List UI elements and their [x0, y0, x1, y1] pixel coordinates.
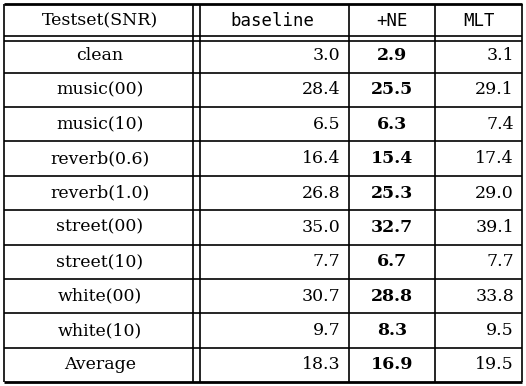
Text: 15.4: 15.4	[371, 150, 413, 167]
Text: 19.5: 19.5	[476, 356, 514, 373]
Text: 9.5: 9.5	[486, 322, 514, 339]
Text: 7.7: 7.7	[486, 253, 514, 270]
Text: 7.7: 7.7	[313, 253, 341, 270]
Text: 16.9: 16.9	[371, 356, 413, 373]
Text: 3.0: 3.0	[313, 47, 341, 64]
Text: 25.3: 25.3	[371, 185, 413, 201]
Text: 8.3: 8.3	[377, 322, 407, 339]
Text: street(10): street(10)	[56, 253, 144, 270]
Text: music(10): music(10)	[56, 116, 144, 133]
Text: 32.7: 32.7	[371, 219, 413, 236]
Text: 29.0: 29.0	[476, 185, 514, 201]
Text: 6.7: 6.7	[377, 253, 407, 270]
Text: Testset(SNR): Testset(SNR)	[42, 13, 158, 30]
Text: street(00): street(00)	[56, 219, 144, 236]
Text: white(00): white(00)	[58, 288, 142, 305]
Text: 6.3: 6.3	[377, 116, 407, 133]
Text: 3.1: 3.1	[487, 47, 514, 64]
Text: reverb(0.6): reverb(0.6)	[50, 150, 149, 167]
Text: 33.8: 33.8	[476, 288, 514, 305]
Text: reverb(1.0): reverb(1.0)	[50, 185, 149, 201]
Text: +NE: +NE	[376, 12, 408, 30]
Text: 9.7: 9.7	[313, 322, 341, 339]
Text: 7.4: 7.4	[487, 116, 514, 133]
Text: 30.7: 30.7	[302, 288, 341, 305]
Text: clean: clean	[76, 47, 124, 64]
Text: 35.0: 35.0	[302, 219, 341, 236]
Text: 17.4: 17.4	[476, 150, 514, 167]
Text: 28.4: 28.4	[302, 81, 341, 98]
Text: baseline: baseline	[230, 12, 315, 30]
Text: 6.5: 6.5	[313, 116, 341, 133]
Text: 2.9: 2.9	[377, 47, 407, 64]
Text: Average: Average	[64, 356, 136, 373]
Text: 29.1: 29.1	[476, 81, 514, 98]
Text: 25.5: 25.5	[371, 81, 413, 98]
Text: 28.8: 28.8	[371, 288, 413, 305]
Text: MLT: MLT	[463, 12, 494, 30]
Text: 26.8: 26.8	[302, 185, 341, 201]
Text: music(00): music(00)	[56, 81, 144, 98]
Text: 39.1: 39.1	[476, 219, 514, 236]
Text: white(10): white(10)	[58, 322, 142, 339]
Text: 16.4: 16.4	[302, 150, 341, 167]
Text: 18.3: 18.3	[302, 356, 341, 373]
